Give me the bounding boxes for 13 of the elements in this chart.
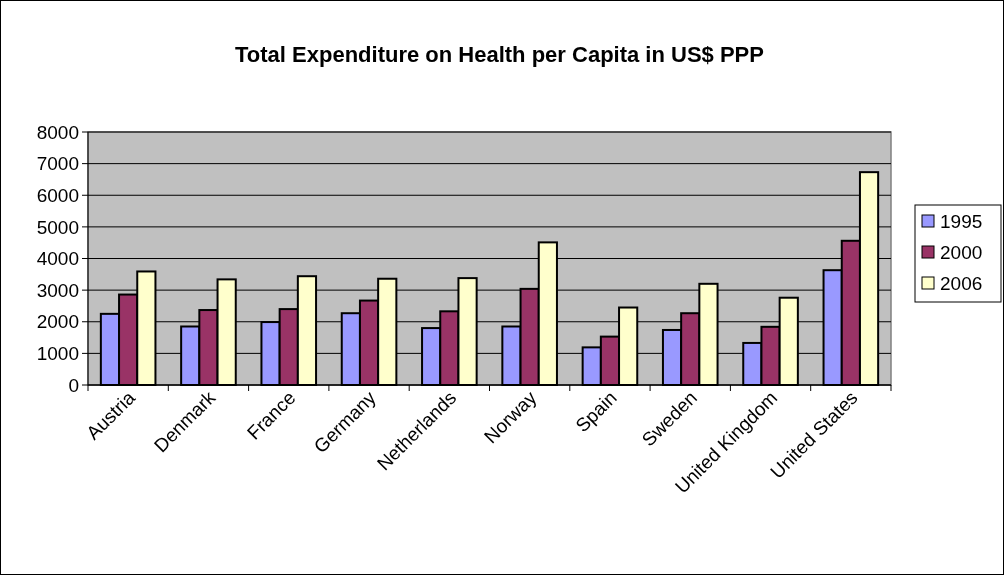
- legend-label: 1995: [940, 210, 983, 232]
- y-tick-label: 0: [68, 374, 79, 396]
- y-tick-label: 4000: [36, 248, 79, 270]
- legend-label: 2000: [940, 241, 983, 263]
- legend-label: 2006: [940, 272, 983, 294]
- y-tick-label: 3000: [36, 279, 79, 301]
- y-tick-label: 1000: [36, 343, 79, 365]
- y-tick-label: 7000: [36, 153, 79, 175]
- y-tick-label: 6000: [36, 184, 79, 206]
- chart-title: Total Expenditure on Health per Capita in US$ PPP: [235, 42, 764, 67]
- y-tick-label: 8000: [36, 121, 79, 143]
- y-tick-label: 2000: [36, 311, 79, 333]
- y-tick-label: 5000: [36, 216, 79, 238]
